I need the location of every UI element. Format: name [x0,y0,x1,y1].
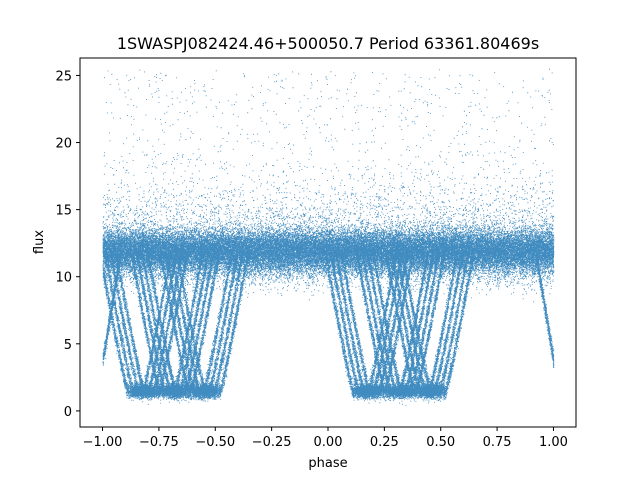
data-points [102,68,555,407]
x-tick-label: 0.00 [314,435,343,450]
x-tick-label: −1.00 [83,435,123,450]
x-tick-label: 0.75 [483,435,512,450]
x-tick-label: −0.50 [195,435,235,450]
y-tick-label: 0 [64,405,72,420]
scatter-points [102,68,555,407]
y-tick-label: 25 [55,69,72,84]
y-tick-label: 10 [55,271,72,286]
x-axis-label: phase [308,456,347,471]
y-axis: 0 5 10 15 20 25 [55,69,80,420]
x-tick-label: −0.75 [139,435,179,450]
y-tick-label: 5 [64,338,72,353]
x-axis: −1.00 −0.75 −0.50 −0.25 0.00 0.25 0.50 0.75 1.00 [83,427,568,450]
y-axis-label: flux [32,230,47,254]
y-tick-label: 20 [55,137,72,152]
x-tick-label: 0.50 [426,435,455,450]
x-tick-label: 1.00 [539,435,568,450]
y-tick-label: 15 [55,204,72,219]
x-tick-label: −0.25 [252,435,292,450]
x-tick-label: 0.25 [370,435,399,450]
chart-title: 1SWASPJ082424.46+500050.7 Period 63361.8… [117,34,539,53]
